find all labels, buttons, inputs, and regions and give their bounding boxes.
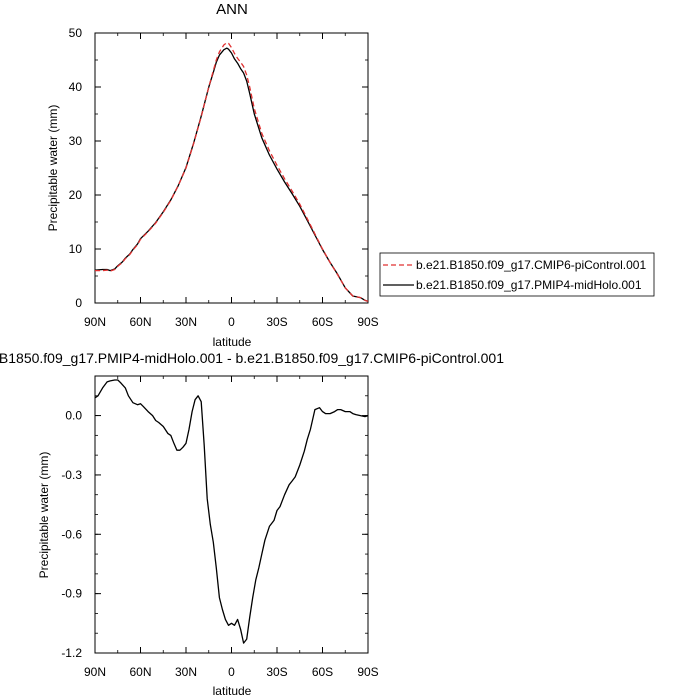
legend-label-picontrol: b.e21.B1850.f09_g17.CMIP6-piControl.001 xyxy=(416,258,646,272)
bottom-x-tick-label: 30N xyxy=(175,665,197,679)
bottom-chart-title: b.e21.B1850.f09_g17.PMIP4-midHolo.001 - … xyxy=(0,350,504,366)
bottom-chart-frame xyxy=(94,375,369,654)
top-chart-panel: ANN 90N 60N 30N 0 30S 60S 90S 0 10 20 30 40 50 latit… xyxy=(46,1,379,349)
bottom-x-tick-label: 60S xyxy=(312,665,333,679)
top-series-line-0 xyxy=(95,42,369,303)
bottom-series-line-0 xyxy=(94,379,369,644)
top-series-line-1 xyxy=(94,47,369,303)
top-chart-frame xyxy=(94,32,369,304)
top-y-tick-label: 30 xyxy=(69,134,83,148)
top-x-tick-label: 30N xyxy=(175,315,197,329)
top-x-tick-label: 0 xyxy=(228,315,235,329)
bottom-y-tick-label: -1.2 xyxy=(61,646,82,660)
top-chart-legend: b.e21.B1850.f09_g17.CMIP6-piControl.001 … xyxy=(379,252,655,297)
bottom-chart-lines xyxy=(94,379,369,644)
legend-label-midholo: b.e21.B1850.f09_g17.PMIP4-midHolo.001 xyxy=(416,278,642,292)
top-x-tick-label: 60S xyxy=(312,315,333,329)
top-chart-title: ANN xyxy=(216,1,248,18)
top-chart-ticks: 90N 60N 30N 0 30S 60S 90S 0 10 20 30 40 50 xyxy=(69,26,379,329)
top-y-tick-label: 20 xyxy=(69,188,83,202)
bottom-x-tick-label: 30S xyxy=(266,665,287,679)
bottom-chart-panel: b.e21.B1850.f09_g17.PMIP4-midHolo.001 - … xyxy=(0,350,504,698)
bottom-y-tick-label: -0.6 xyxy=(61,527,82,541)
top-y-tick-label: 10 xyxy=(69,242,83,256)
top-x-tick-label: 90S xyxy=(357,315,378,329)
bottom-y-tick-label: -0.9 xyxy=(61,587,82,601)
top-y-tick-label: 50 xyxy=(69,26,83,40)
top-chart-xlabel: latitude xyxy=(213,335,252,349)
top-x-tick-label: 60N xyxy=(129,315,151,329)
bottom-chart-ylabel: Precipitable water (mm) xyxy=(37,452,51,579)
bottom-y-tick-label: -0.3 xyxy=(61,468,82,482)
bottom-x-tick-label: 90N xyxy=(84,665,106,679)
top-chart-lines xyxy=(94,42,369,303)
top-y-tick-label: 0 xyxy=(75,296,82,310)
bottom-chart-ticks: 90N 60N 30N 0 30S 60S 90S 0.0 -0.3 -0.6 -0.9 -1.2 xyxy=(61,375,379,679)
bottom-y-tick-label: 0.0 xyxy=(65,409,82,423)
top-chart-ylabel: Precipitable water (mm) xyxy=(46,105,60,232)
top-y-tick-label: 40 xyxy=(69,80,83,94)
bottom-chart-xlabel: latitude xyxy=(213,684,252,698)
top-x-tick-label: 30S xyxy=(266,315,287,329)
legend-box xyxy=(379,252,655,297)
bottom-x-tick-label: 0 xyxy=(228,665,235,679)
top-x-tick-label: 90N xyxy=(84,315,106,329)
bottom-x-tick-label: 90S xyxy=(357,665,378,679)
bottom-x-tick-label: 60N xyxy=(129,665,151,679)
